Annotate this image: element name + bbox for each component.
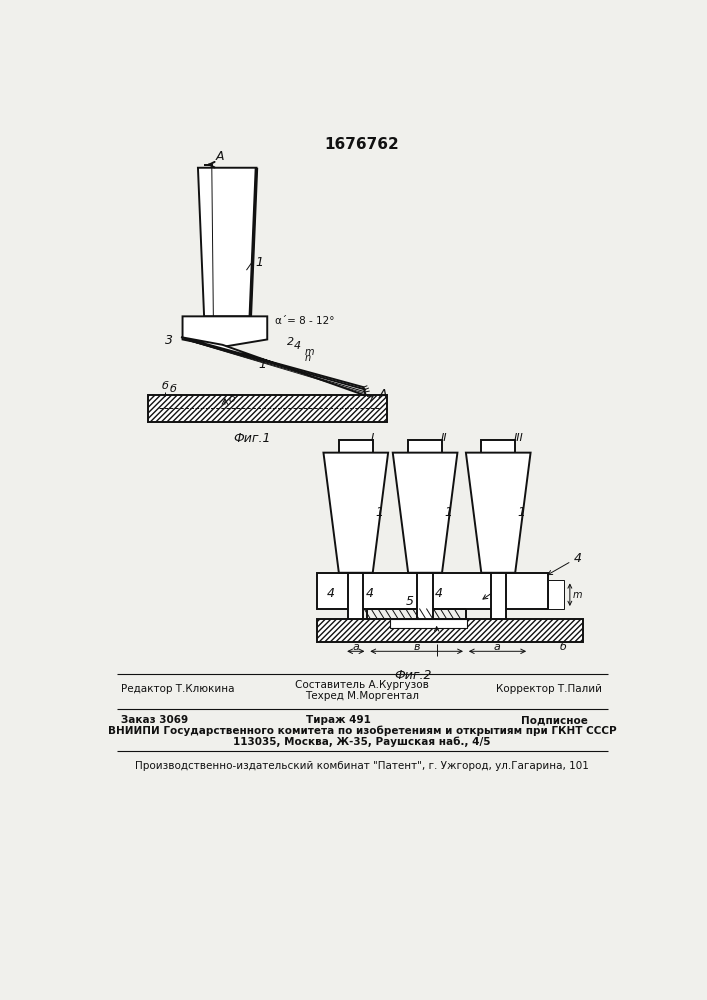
Polygon shape — [317, 573, 549, 609]
Text: б: б — [560, 642, 567, 652]
Polygon shape — [481, 440, 515, 453]
Text: Подписное: Подписное — [521, 715, 588, 725]
Text: I: I — [371, 433, 375, 443]
Polygon shape — [182, 316, 267, 347]
Text: a: a — [352, 642, 359, 652]
Text: 3: 3 — [165, 334, 173, 347]
Polygon shape — [491, 573, 506, 619]
Text: 113035, Москва, Ж-35, Раушская наб., 4/5: 113035, Москва, Ж-35, Раушская наб., 4/5 — [233, 737, 491, 747]
Text: III: III — [514, 433, 523, 443]
Text: Корректор Т.Палий: Корректор Т.Палий — [496, 684, 602, 694]
Text: Фиг.1: Фиг.1 — [233, 432, 271, 445]
Polygon shape — [417, 573, 433, 619]
Text: Составитель А.Кургузов
Техред М.Моргентал: Составитель А.Кургузов Техред М.Моргента… — [295, 680, 429, 701]
Text: A: A — [379, 388, 387, 401]
Text: 3: 3 — [499, 583, 507, 596]
Polygon shape — [324, 453, 388, 573]
Text: 4: 4 — [327, 587, 335, 600]
Polygon shape — [148, 395, 387, 422]
Text: Фиг.2: Фиг.2 — [395, 669, 432, 682]
Text: 4: 4 — [294, 341, 301, 351]
Text: 1: 1 — [256, 256, 264, 269]
Text: 4: 4 — [366, 587, 374, 600]
Polygon shape — [198, 168, 257, 316]
Text: Тираж 491: Тираж 491 — [305, 715, 370, 725]
Text: α´= 8 - 12°: α´= 8 - 12° — [275, 316, 334, 326]
Text: A: A — [216, 150, 224, 163]
Polygon shape — [549, 580, 563, 609]
Polygon shape — [390, 619, 467, 628]
Text: a: a — [494, 642, 501, 652]
Polygon shape — [317, 619, 583, 642]
Text: Редактор Т.Клюкина: Редактор Т.Клюкина — [121, 684, 235, 694]
Polygon shape — [339, 440, 373, 453]
Text: II: II — [440, 433, 447, 443]
Text: ВНИИПИ Государственного комитета по изобретениям и открытиям при ГКНТ СССР: ВНИИПИ Государственного комитета по изоб… — [107, 726, 617, 736]
Text: 4: 4 — [435, 587, 443, 600]
Polygon shape — [408, 440, 442, 453]
Text: n: n — [304, 353, 310, 363]
Text: 1: 1 — [518, 506, 525, 519]
Text: 1: 1 — [444, 506, 452, 519]
Polygon shape — [393, 453, 457, 573]
Text: 4: 4 — [573, 552, 582, 565]
Polygon shape — [181, 337, 366, 396]
Text: Заказ 3069: Заказ 3069 — [121, 715, 188, 725]
Text: б: б — [170, 384, 177, 394]
Text: 5: 5 — [406, 595, 414, 608]
Text: m: m — [573, 590, 583, 600]
Polygon shape — [466, 453, 530, 573]
Text: Производственно-издательский комбинат "Патент", г. Ужгород, ул.Гагарина, 101: Производственно-издательский комбинат "П… — [135, 761, 589, 771]
Text: m: m — [304, 347, 314, 357]
Text: 1: 1 — [375, 506, 383, 519]
Text: б: б — [161, 381, 168, 391]
Text: в: в — [414, 642, 420, 652]
Text: 1: 1 — [258, 358, 266, 371]
Polygon shape — [348, 573, 363, 619]
Text: 1676762: 1676762 — [325, 137, 399, 152]
Text: 2: 2 — [286, 337, 293, 347]
Text: δ: δ — [229, 394, 235, 404]
